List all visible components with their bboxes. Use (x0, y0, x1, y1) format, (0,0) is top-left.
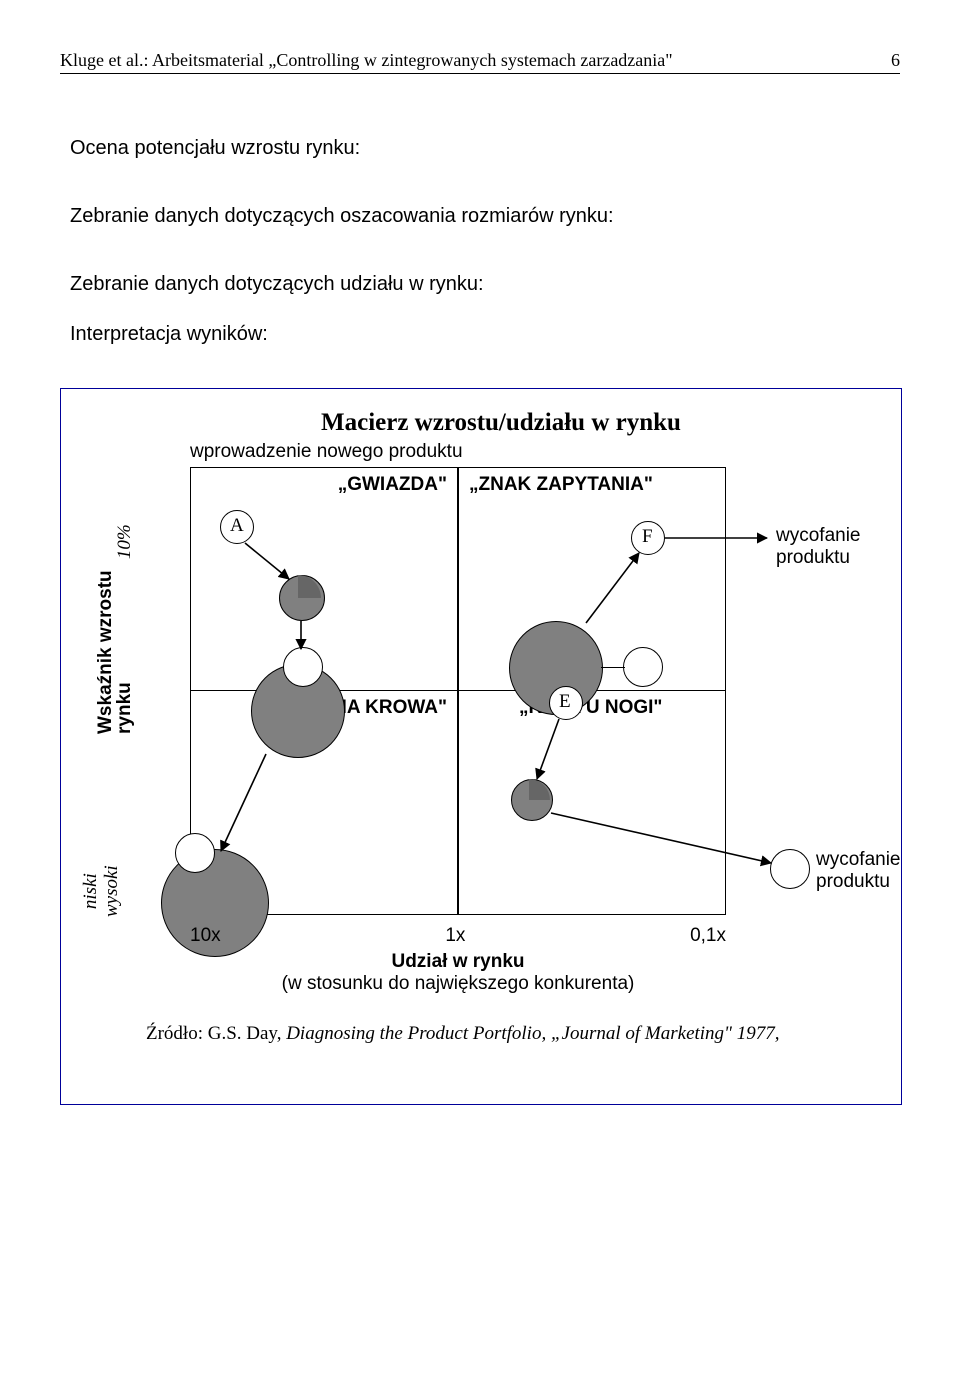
para-4: Interpretacja wyników: (70, 320, 890, 348)
quadrant-dog: „KULA U NOGI" (458, 691, 726, 915)
y-axis-tick: niskiwysoki (81, 865, 123, 917)
bcg-intro-label: wprowadzenie nowego produktu (190, 441, 463, 463)
header-title: Kluge et al.: Arbeitsmaterial „Controlli… (60, 50, 673, 71)
bubble-cow-small (283, 647, 323, 687)
x-axis-sub: (w stosunku do największego konkurenta) (190, 973, 726, 995)
y-axis-pct: 10% (114, 524, 135, 559)
x-axis-label: Udział w rynku (190, 951, 726, 973)
para-2: Zebranie danych dotyczących oszacowania … (70, 202, 890, 230)
para-1: Ocena potencjału wzrostu rynku: (70, 134, 890, 162)
xtick-0: 10x (190, 925, 221, 947)
annot-wycofanie-bottom: wycofanieproduktu (816, 849, 901, 893)
quadrant-star: „GWIAZDA" (190, 467, 458, 691)
bcg-matrix: Macierz wzrostu/udziału w rynku wprowadz… (60, 388, 902, 1105)
y-axis-label: Wskaźnik wzrosturynku 10% (96, 524, 136, 734)
bubble-question-small (623, 647, 663, 687)
bubble-bl-small (175, 833, 215, 873)
xtick-2: 0,1x (690, 925, 726, 947)
node-f-label: F (642, 526, 653, 548)
para-3: Zebranie danych dotyczących udziału w ry… (70, 270, 890, 298)
bubble-br-small (770, 849, 810, 889)
xtick-1: 1x (445, 925, 465, 947)
label-star: „GWIAZDA" (338, 474, 447, 496)
bcg-title: Macierz wzrostu/udziału w rynku (321, 409, 681, 437)
annot-wycofanie-top: wycofanieproduktu (776, 525, 861, 569)
node-a-label: A (230, 515, 244, 537)
source-line: Źródło: G.S. Day, Diagnosing the Product… (146, 1023, 780, 1045)
label-question: „ZNAK ZAPYTANIA" (469, 474, 653, 496)
x-ticks: 10x 1x 0,1x (190, 925, 726, 947)
node-e-label: E (559, 691, 571, 713)
page-number: 6 (891, 50, 900, 71)
